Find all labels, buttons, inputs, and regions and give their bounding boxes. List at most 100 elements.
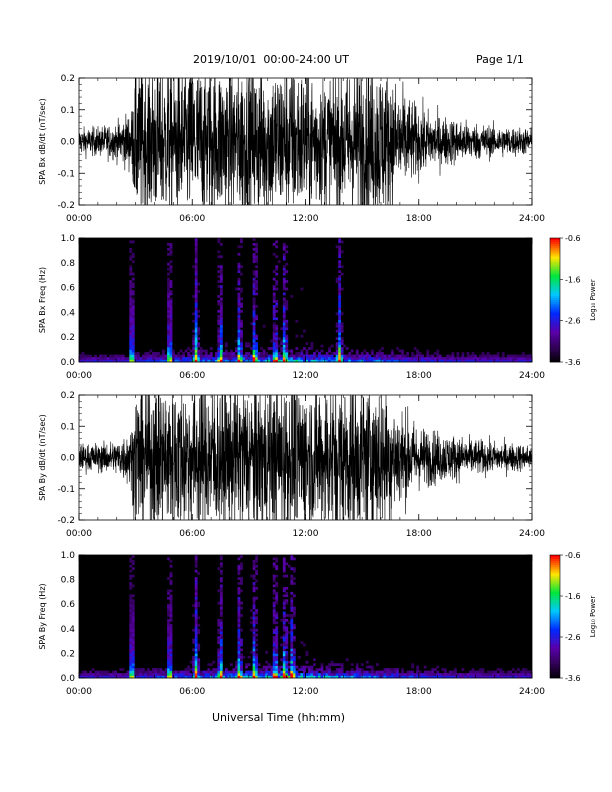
spectrogram-cell — [237, 282, 241, 286]
colorbar-segment — [550, 563, 560, 566]
spectrogram-cell — [265, 352, 269, 355]
spectrogram-cell — [282, 339, 286, 343]
spectrogram-cell — [272, 287, 276, 291]
spectrogram-cell — [287, 670, 291, 674]
spectrogram-cell — [139, 668, 143, 671]
spectrogram-cell — [194, 668, 198, 671]
spectrogram-cell — [219, 665, 223, 669]
spectrogram-cell — [240, 309, 243, 313]
spectrogram-cell — [340, 357, 344, 360]
spectrogram-cell — [275, 557, 279, 561]
spectrogram-cell — [277, 670, 281, 674]
spectrogram-cell — [187, 347, 191, 350]
spectrogram-cell — [197, 329, 201, 333]
spectrogram-cell — [224, 354, 228, 358]
spectrogram-cell — [237, 663, 241, 666]
spectrogram-cell — [365, 357, 369, 360]
spectrogram-cell — [416, 668, 420, 671]
spectrogram-cell — [413, 354, 417, 358]
spectrogram-cell — [219, 349, 223, 353]
spectrogram-cell — [252, 272, 256, 276]
spectrogram-cell — [280, 342, 284, 345]
spectrogram-cell — [521, 675, 525, 679]
spectrogram-cell — [418, 352, 422, 355]
spectrogram-cell — [255, 359, 258, 363]
y-tick-label: 0.2 — [61, 649, 75, 659]
spectrogram-cell — [282, 265, 286, 269]
colorbar-segment — [550, 310, 560, 313]
spectrogram-cell — [131, 609, 135, 612]
spectrogram-cell — [338, 307, 342, 311]
spectrogram-cell — [167, 280, 170, 283]
spectrogram-cell — [275, 324, 279, 328]
spectrogram-cell — [217, 240, 221, 244]
spectrogram-cell — [79, 675, 82, 679]
spectrogram-cell — [151, 359, 155, 363]
spectrogram-cell — [194, 332, 198, 336]
spectrogram-cell — [209, 357, 213, 360]
spectrogram-cell — [197, 675, 201, 679]
spectrogram-cell — [524, 357, 528, 360]
spectrogram-cell — [99, 359, 102, 363]
spectrogram-cell — [194, 238, 198, 241]
spectrogram-cell — [421, 673, 425, 676]
spectrogram-cell — [476, 359, 480, 363]
spectrogram-cell — [285, 270, 289, 274]
spectrogram-cell — [282, 663, 286, 666]
spectrogram-cell — [340, 354, 344, 358]
colorbar-segment — [550, 616, 560, 619]
spectrogram-cell — [252, 324, 256, 328]
spectrogram-cell — [252, 349, 256, 353]
spectrogram-cell — [330, 663, 334, 666]
spectrogram-cell — [219, 589, 223, 593]
spectrogram-cell — [219, 618, 223, 622]
spectrogram-cell — [202, 357, 206, 360]
spectrogram-cell — [237, 655, 241, 659]
spectrogram-cell — [275, 282, 279, 286]
spectrogram-cell — [340, 670, 344, 674]
spectrogram-cell — [516, 359, 520, 363]
spectrogram-cell — [406, 352, 409, 355]
spectrogram-cell — [124, 357, 128, 360]
spectrogram-cell — [451, 673, 455, 676]
spectrogram-cell — [494, 675, 498, 679]
colorbar-segment — [550, 612, 560, 615]
spectrogram-cell — [240, 567, 243, 571]
y-tick-label: 0.6 — [61, 600, 76, 610]
spectrogram-cell — [255, 265, 258, 269]
spectrogram-cell — [275, 596, 279, 600]
spectrogram-cell — [182, 675, 185, 679]
spectrogram-cell — [446, 675, 450, 679]
spectrogram-cell — [295, 357, 299, 360]
spectrogram-cell — [275, 648, 279, 652]
spectrogram-cell — [282, 604, 286, 607]
spectrogram-cell — [252, 673, 256, 676]
spectrogram-cell — [169, 646, 173, 649]
spectrogram-cell — [448, 359, 452, 363]
spectrogram-cell — [131, 349, 135, 353]
spectrogram-cell — [131, 648, 135, 652]
spectrogram-cell — [290, 638, 294, 642]
spectrogram-cell — [370, 665, 374, 669]
spectrogram-cell — [217, 329, 221, 333]
spectrogram-cell — [340, 675, 344, 679]
colorbar-segment — [550, 242, 560, 245]
spectrogram-cell — [111, 670, 115, 674]
spectrogram-cell — [169, 245, 173, 249]
spectrogram-cell — [285, 245, 289, 249]
spectrogram-cell — [237, 557, 241, 561]
spectrogram-cell — [240, 582, 243, 585]
spectrogram-cell — [471, 359, 475, 363]
spectrogram-cell — [219, 623, 223, 627]
spectrogram-cell — [149, 357, 153, 360]
spectrogram-cell — [272, 270, 276, 274]
spectrogram-cell — [501, 675, 505, 679]
spectrogram-cell — [219, 297, 223, 301]
spectrogram-cell — [338, 238, 342, 241]
spectrogram-cell — [272, 354, 276, 358]
spectrogram-cell — [524, 359, 528, 363]
spectrogram-cell — [255, 255, 258, 259]
spectrogram-cell — [194, 623, 198, 627]
spectrogram-cell — [282, 270, 286, 274]
spectrogram-cell — [355, 665, 359, 669]
